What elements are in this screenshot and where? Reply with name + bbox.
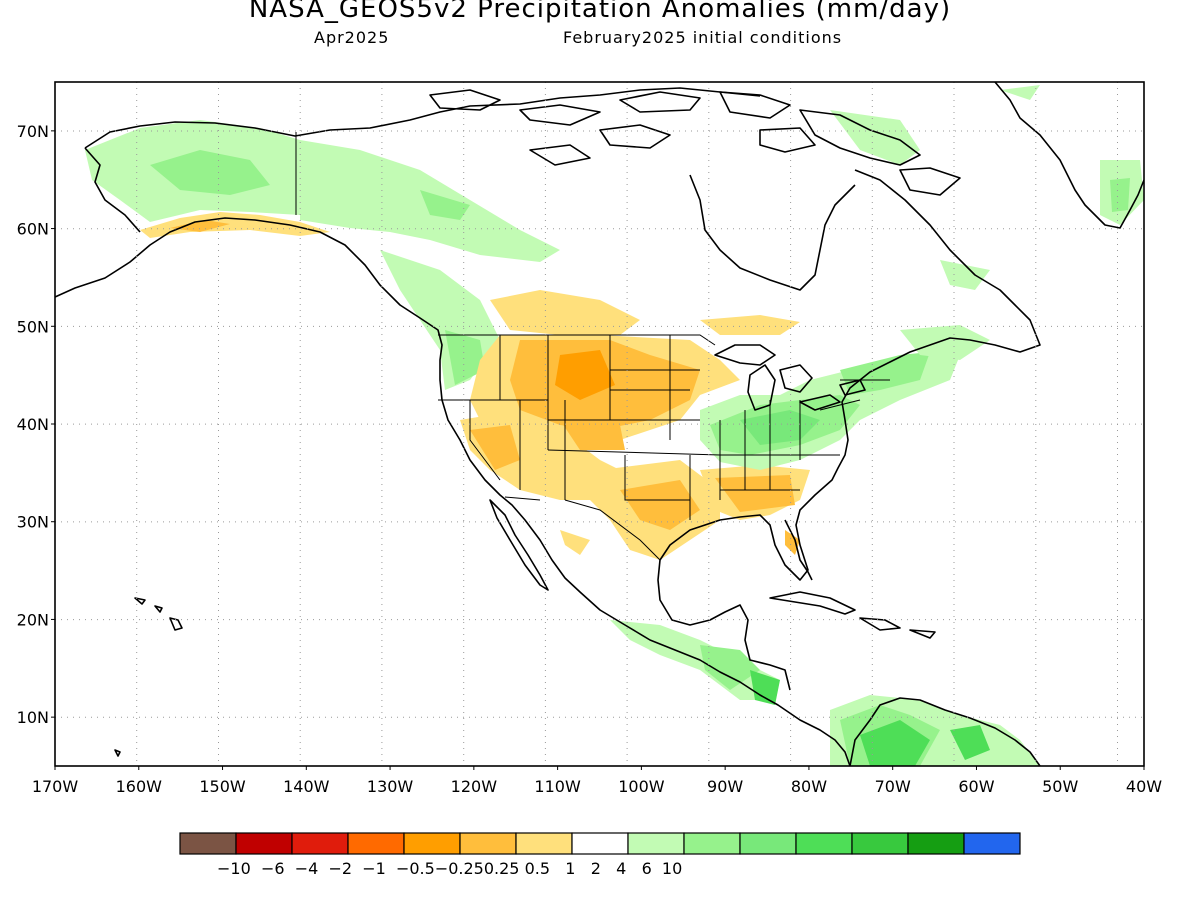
legend-swatch xyxy=(403,832,461,855)
legend-swatch xyxy=(459,832,517,855)
initial-conditions: February2025 initial conditions xyxy=(563,28,843,47)
x-tick-label: 150W xyxy=(199,777,246,796)
legend-swatch xyxy=(795,832,853,855)
x-tick-label: 40W xyxy=(1126,777,1162,796)
legend-swatch xyxy=(515,832,573,855)
x-tick-label: 100W xyxy=(618,777,665,796)
anomaly-map: 170W 160W 150W 140W 130W 120W 110W 100W 90W 80W 70… xyxy=(17,81,1162,796)
x-axis: 170W 160W 150W 140W 130W 120W 110W 100W 90W 80W 70… xyxy=(32,766,1162,796)
x-tick-label: 160W xyxy=(116,777,163,796)
y-tick-label: 30N xyxy=(17,513,49,532)
political-borders xyxy=(295,132,890,561)
grid-lines xyxy=(55,82,1144,766)
anomaly-shading xyxy=(85,85,1144,766)
y-tick-label: 60N xyxy=(17,220,49,239)
legend-color-bar xyxy=(179,832,1021,855)
legend-swatch xyxy=(963,832,1021,855)
y-tick-label: 40N xyxy=(17,415,49,434)
y-axis: 70N 60N 50N 40N 30N 20N 10N xyxy=(17,122,55,727)
x-tick-label: 130W xyxy=(367,777,414,796)
x-tick-label: 80W xyxy=(791,777,827,796)
y-tick-label: 50N xyxy=(17,317,49,336)
forecast-month: Apr2025 xyxy=(314,28,390,47)
coastlines xyxy=(55,82,1144,766)
x-tick-label: 50W xyxy=(1042,777,1078,796)
map-title: NASA_GEOS5v2 Precipitation Anomalies (mm… xyxy=(248,0,952,24)
legend-swatch xyxy=(347,832,405,855)
x-tick-label: 170W xyxy=(32,777,79,796)
map-field xyxy=(55,82,1144,766)
x-tick-label: 90W xyxy=(707,777,743,796)
legend-swatch xyxy=(627,832,685,855)
x-tick-label: 70W xyxy=(875,777,911,796)
legend-swatch xyxy=(235,832,293,855)
x-tick-label: 140W xyxy=(283,777,330,796)
x-tick-label: 110W xyxy=(534,777,581,796)
y-tick-label: 10N xyxy=(17,708,49,727)
legend-swatch xyxy=(683,832,741,855)
x-tick-label: 120W xyxy=(451,777,498,796)
legend-swatch xyxy=(907,832,965,855)
legend-swatch xyxy=(739,832,797,855)
legend-swatch xyxy=(851,832,909,855)
legend-swatch xyxy=(179,832,237,855)
y-tick-label: 20N xyxy=(17,610,49,629)
legend-swatch xyxy=(571,832,629,855)
y-tick-label: 70N xyxy=(17,122,49,141)
legend-labels: −10 −6 −4 −2 −1 −0.5−0.250.25 0.5 1 2 4 … xyxy=(217,859,682,878)
x-tick-label: 60W xyxy=(958,777,994,796)
legend-swatch xyxy=(291,832,349,855)
